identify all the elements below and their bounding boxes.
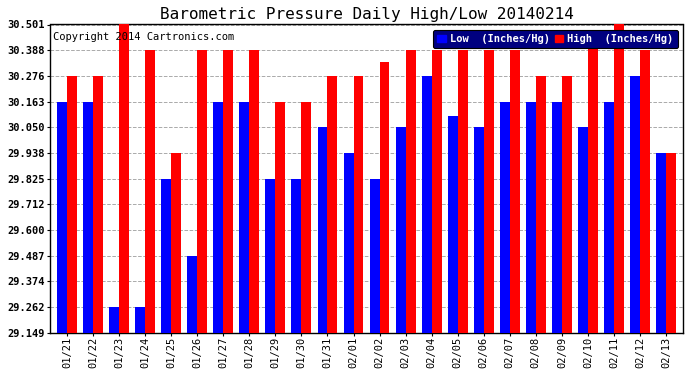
Bar [302,102,311,333]
Bar [588,36,598,333]
Bar [448,116,457,333]
Bar [83,102,93,333]
Bar [604,102,614,333]
Bar [249,50,259,333]
Bar [510,50,520,333]
Bar [291,178,302,333]
Bar [370,178,380,333]
Bar [562,76,572,333]
Bar [353,76,364,333]
Bar [500,102,510,333]
Bar [161,178,171,333]
Bar [614,24,624,333]
Title: Barometric Pressure Daily High/Low 20140214: Barometric Pressure Daily High/Low 20140… [159,7,573,22]
Bar [213,102,224,333]
Text: Copyright 2014 Cartronics.com: Copyright 2014 Cartronics.com [53,32,235,42]
Bar [93,76,103,333]
Legend: Low  (Inches/Hg), High  (Inches/Hg): Low (Inches/Hg), High (Inches/Hg) [433,30,678,48]
Bar [457,50,468,333]
Bar [187,256,197,333]
Bar [536,76,546,333]
Bar [474,127,484,333]
Bar [640,50,650,333]
Bar [224,50,233,333]
Bar [526,102,536,333]
Bar [484,50,493,333]
Bar [275,102,285,333]
Bar [552,102,562,333]
Bar [578,127,588,333]
Bar [119,24,129,333]
Bar [57,102,67,333]
Bar [666,153,676,333]
Bar [239,102,249,333]
Bar [630,76,640,333]
Bar [432,50,442,333]
Bar [145,50,155,333]
Bar [656,153,666,333]
Bar [380,62,389,333]
Bar [266,178,275,333]
Bar [406,50,415,333]
Bar [395,127,406,333]
Bar [109,307,119,333]
Bar [67,76,77,333]
Bar [328,76,337,333]
Bar [422,76,432,333]
Bar [171,153,181,333]
Bar [197,50,207,333]
Bar [135,307,145,333]
Bar [317,127,328,333]
Bar [344,153,353,333]
